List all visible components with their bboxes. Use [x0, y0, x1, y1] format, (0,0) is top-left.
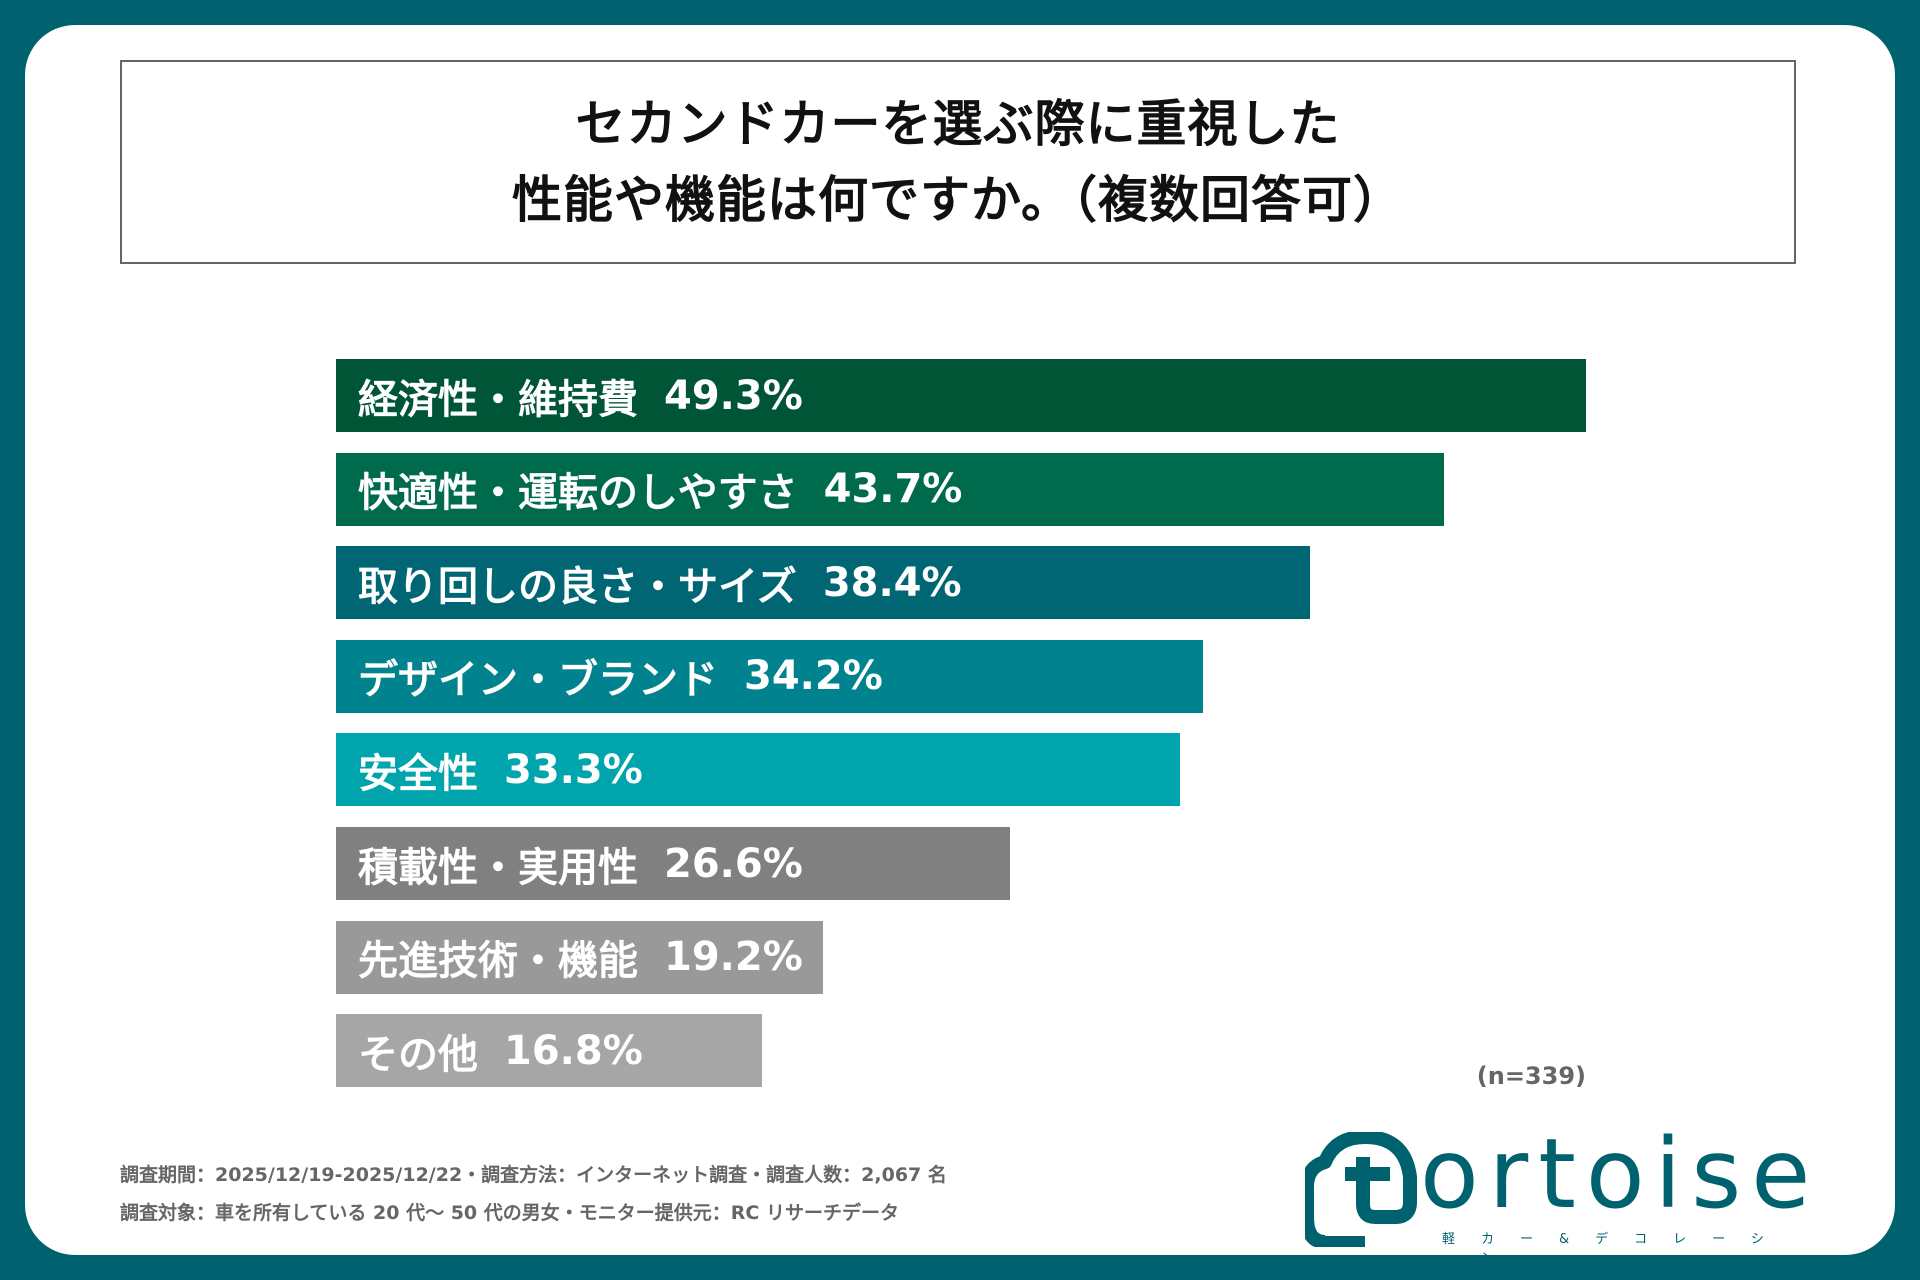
bar-category-label: 積載性・実用性 [358, 844, 638, 891]
tortoise-logo: ortoise 軽カー&デコレーション [1300, 1118, 1810, 1266]
logo-wordmark: ortoise [1420, 1118, 1821, 1230]
bar-category-label: 取り回しの良さ・サイズ [358, 563, 797, 610]
bar: 経済性・維持費 49.3% [336, 359, 1586, 432]
bar: 快適性・運転のしやすさ 43.7% [336, 452, 1444, 526]
title-line-2: 性能や機能は何ですか。（複数回答可） [512, 171, 1404, 229]
bar-category-label: 経済性・維持費 [358, 376, 638, 423]
bar-category-label: 安全性 [358, 750, 478, 797]
bar: 積載性・実用性 26.6% [336, 827, 1011, 900]
bar: デザイン・ブランド 34.2% [336, 639, 1204, 713]
bar-category-label: その他 [358, 1031, 478, 1078]
bar-value-label: 43.7% [823, 466, 963, 513]
title-box: セカンドカーを選ぶ際に重視した 性能や機能は何ですか。（複数回答可） [120, 60, 1796, 264]
sample-size-note: (n=339) [1476, 1062, 1586, 1090]
bar: 先進技術・機能 19.2% [336, 920, 823, 994]
bar-value-label: 33.3% [504, 746, 643, 793]
bar-category-label: 先進技術・機能 [358, 938, 638, 985]
bar-value-label: 49.3% [664, 372, 803, 419]
cloud-t-logo-icon [1300, 1130, 1417, 1249]
bar: 安全性 33.3% [336, 733, 1181, 807]
bar-category-label: デザイン・ブランド [358, 657, 718, 704]
bar-category-label: 快適性・運転のしやすさ [358, 470, 798, 517]
logo-subtitle: 軽カー&デコレーション [1442, 1232, 1790, 1266]
footer-survey-info: 調査期間：2025/12/19-2025/12/22・調査方法：インターネット調… [120, 1164, 947, 1186]
bar-value-label: 26.6% [664, 840, 803, 887]
bar: その他 16.8% [336, 1014, 762, 1088]
title-line-1: セカンドカーを選ぶ際に重視した [575, 95, 1341, 153]
bar-value-label: 19.2% [664, 934, 803, 981]
bar: 取り回しの良さ・サイズ 38.4% [336, 546, 1310, 620]
bar-value-label: 34.2% [744, 653, 883, 700]
bar-value-label: 38.4% [822, 559, 962, 606]
footer-survey-target: 調査対象：車を所有している 20 代〜 50 代の男女・モニター提供元：RC リ… [120, 1202, 899, 1224]
bar-value-label: 16.8% [504, 1027, 643, 1074]
